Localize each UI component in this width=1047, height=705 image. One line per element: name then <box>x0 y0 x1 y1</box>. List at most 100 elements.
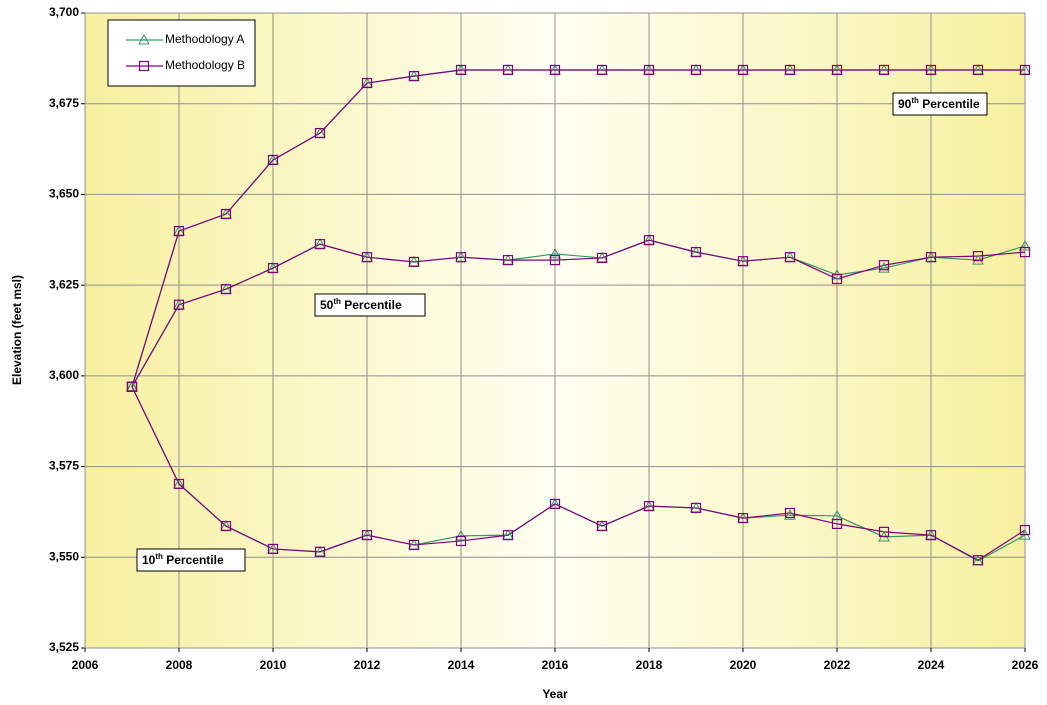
annotation-ordinal: 10 <box>142 553 156 567</box>
x-tick-label: 2006 <box>72 658 99 672</box>
marker <box>643 235 655 246</box>
marker <box>690 64 702 76</box>
legend-label: Methodology A <box>165 32 244 46</box>
marker <box>878 526 890 537</box>
marker <box>596 64 608 76</box>
marker <box>878 260 890 271</box>
marker <box>1019 64 1031 76</box>
marker <box>972 555 984 566</box>
marker <box>138 60 150 72</box>
marker <box>220 208 232 220</box>
x-tick-label: 2024 <box>918 658 945 672</box>
marker <box>408 256 420 268</box>
marker <box>549 498 561 510</box>
marker <box>549 247 561 259</box>
marker <box>1019 239 1031 251</box>
marker <box>972 64 984 76</box>
annotation: 50th Percentile <box>320 297 402 312</box>
marker <box>314 128 326 139</box>
marker <box>267 543 279 555</box>
marker <box>502 64 514 76</box>
y-tick-label: 3,675 <box>49 96 79 110</box>
marker <box>455 529 467 541</box>
marker <box>455 64 467 76</box>
marker <box>972 251 984 262</box>
annotation-suffix: th <box>911 96 919 105</box>
annotation-box <box>136 548 246 572</box>
y-tick-label: 3,600 <box>49 368 79 382</box>
marker <box>173 225 185 237</box>
y-tick-label: 3,700 <box>49 5 79 19</box>
marker <box>737 256 749 267</box>
legend-box <box>107 19 256 87</box>
y-tick-label: 3,550 <box>49 549 79 563</box>
annotation-text: Percentile <box>163 553 224 567</box>
marker <box>690 247 702 258</box>
marker <box>173 478 185 490</box>
x-tick-label: 2014 <box>448 658 475 672</box>
marker <box>737 64 749 76</box>
marker <box>361 77 373 89</box>
marker <box>361 252 373 263</box>
marker <box>1019 524 1031 536</box>
annotation: 10th Percentile <box>142 552 224 567</box>
marker <box>972 254 984 265</box>
marker <box>596 520 608 532</box>
x-tick-label: 2018 <box>636 658 663 672</box>
marker <box>737 512 749 524</box>
annotation-ordinal: 90 <box>898 97 912 111</box>
marker <box>455 252 467 263</box>
marker <box>173 299 185 310</box>
marker <box>643 64 655 76</box>
marker <box>690 502 702 514</box>
marker <box>925 64 937 76</box>
marker <box>831 273 843 285</box>
legend-label: Methodology B <box>165 58 245 72</box>
series-line <box>131 69 1025 387</box>
x-tick-label: 2020 <box>730 658 757 672</box>
annotation-text: Percentile <box>919 97 980 111</box>
marker <box>314 546 326 557</box>
marker <box>784 509 796 520</box>
marker <box>408 71 420 82</box>
marker <box>1019 247 1031 258</box>
marker <box>267 262 279 274</box>
annotation-ordinal: 50 <box>320 298 334 312</box>
series-line <box>131 386 1026 561</box>
marker <box>267 154 279 166</box>
marker <box>549 255 561 266</box>
x-axis-label: Year <box>542 687 568 701</box>
annotation-text: Percentile <box>341 298 402 312</box>
x-tick-label: 2026 <box>1012 658 1039 672</box>
marker <box>925 530 937 541</box>
marker <box>784 252 796 263</box>
marker <box>643 501 655 512</box>
marker <box>831 518 843 530</box>
x-tick-label: 2012 <box>354 658 381 672</box>
y-tick-label: 3,575 <box>49 459 79 473</box>
x-tick-label: 2016 <box>542 658 569 672</box>
marker <box>502 255 514 266</box>
y-tick-label: 3,650 <box>49 187 79 201</box>
y-tick-label: 3,625 <box>49 277 79 291</box>
annotation-box <box>892 92 988 116</box>
marker <box>596 252 608 264</box>
marker <box>138 33 150 45</box>
marker <box>220 520 232 532</box>
marker <box>220 284 232 295</box>
marker <box>126 381 138 392</box>
marker <box>878 262 890 273</box>
series-line <box>131 239 1026 388</box>
x-tick-label: 2022 <box>824 658 851 672</box>
marker <box>784 64 796 76</box>
marker <box>878 64 890 76</box>
marker <box>361 530 373 541</box>
annotation-suffix: th <box>155 552 163 561</box>
x-tick-label: 2008 <box>166 658 193 672</box>
annotation-suffix: th <box>333 297 341 306</box>
marker <box>784 507 796 519</box>
x-tick-label: 2010 <box>260 658 287 672</box>
marker <box>408 539 420 551</box>
y-axis-label: Elevation (feet msl) <box>10 275 24 385</box>
